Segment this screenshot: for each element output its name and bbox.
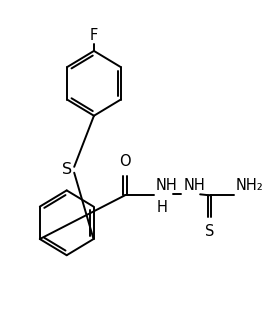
Text: NH: NH (183, 178, 205, 193)
Text: NH: NH (156, 178, 178, 193)
Text: NH₂: NH₂ (236, 178, 264, 193)
Text: H: H (157, 200, 168, 215)
Text: F: F (90, 28, 98, 43)
Text: S: S (205, 224, 214, 239)
Text: O: O (119, 154, 131, 169)
Text: S: S (62, 162, 72, 177)
